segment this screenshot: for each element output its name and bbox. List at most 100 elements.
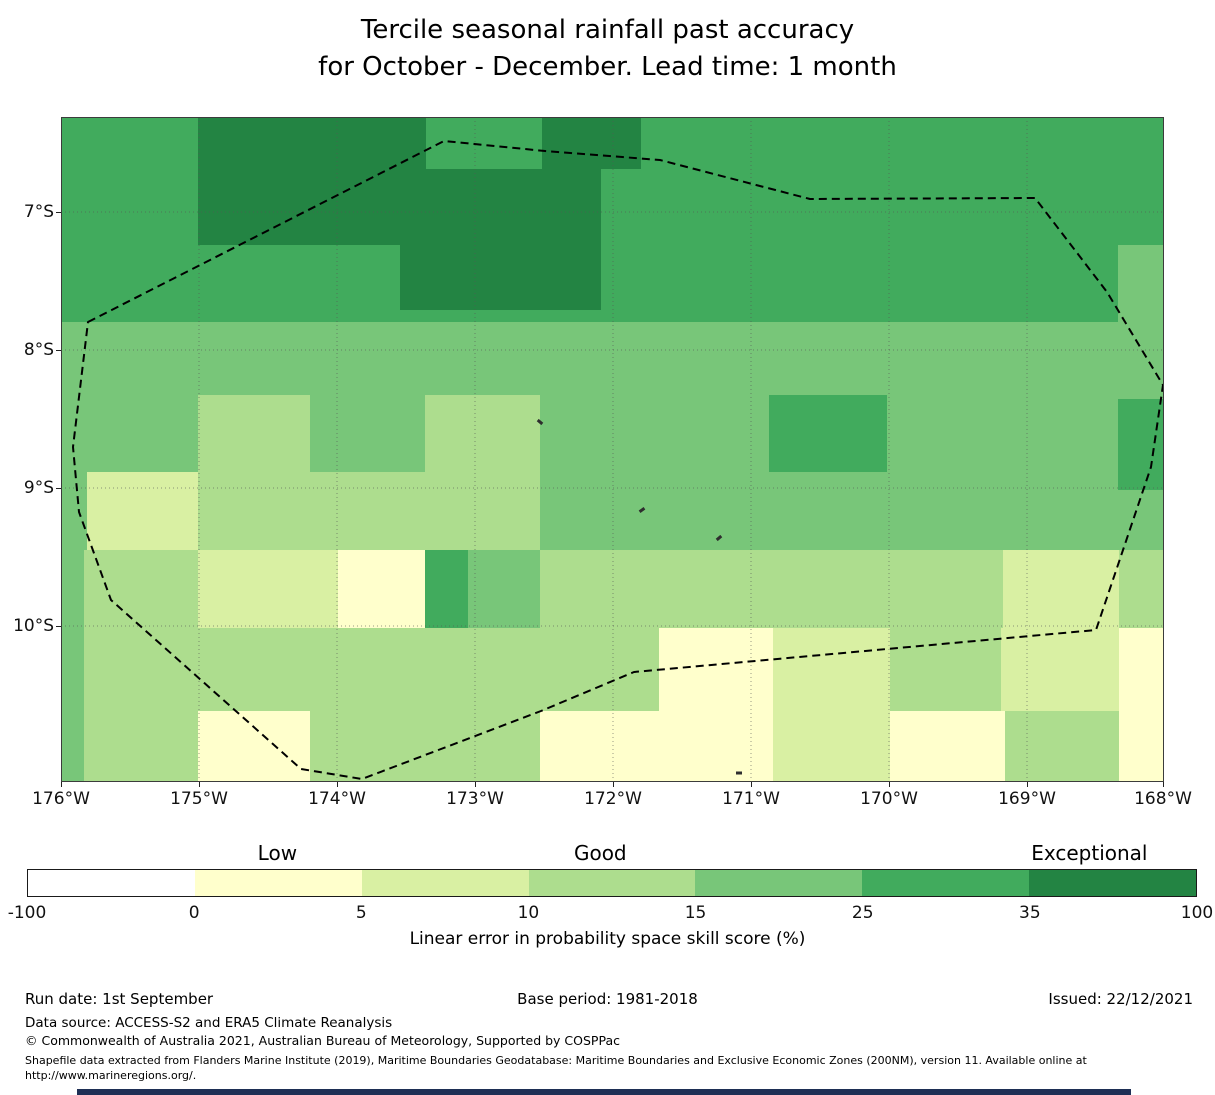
heatmap-cell [198,472,540,550]
heatmap-cell [887,395,1164,472]
colorbar-category-label: Good [573,841,627,865]
heatmap-cell [400,169,601,310]
y-tick-label: 9°S [23,478,54,498]
heatmap-cell [773,711,890,782]
colorbar-category-label: Exceptional [1031,841,1148,865]
heatmap-cell [540,395,769,472]
heatmap-cell [84,550,198,628]
x-tick-label: 174°W [308,789,366,809]
heatmap-cell [1001,628,1119,711]
x-tick-label: 173°W [446,789,504,809]
heatmap-cell [198,395,310,472]
x-tick-label: 172°W [584,789,642,809]
run-date-text: Run date: 1st September [25,990,214,1008]
x-tick-mark [337,782,338,787]
heatmap-canvas [61,117,1164,782]
colorbar-tick-label: 5 [355,903,367,923]
heatmap-cell [769,395,887,472]
x-tick-mark [1163,782,1164,787]
island-mark-2 [638,507,646,513]
colorbar-tick-label: 15 [684,903,707,923]
y-tick-mark [56,488,61,489]
heatmap-cell [84,628,659,711]
heatmap-cell [1119,711,1164,782]
colorbar-segment [28,870,195,896]
colorbar-tick-label: 35 [1019,903,1041,923]
colorbar-tick-label: -100 [7,903,47,923]
x-tick-label: 176°W [32,789,90,809]
y-tick-mark [56,212,61,213]
heatmap-cell [425,550,468,628]
eez-boundary-line [72,140,1164,780]
heatmap-cell [1003,550,1119,628]
colorbar-segment [528,870,696,896]
heatmap-cell [87,472,198,550]
colorbar [27,869,1197,897]
x-tick-mark [751,782,752,787]
heatmap-cell [61,322,1164,395]
island-mark-4 [736,771,742,775]
data-source-text: Data source: ACCESS-S2 and ERA5 Climate … [25,1015,393,1031]
x-tick-mark [61,782,62,787]
heatmap-cell [890,628,1001,711]
colorbar-tick-label: 0 [188,903,200,923]
copyright-text: © Commonwealth of Australia 2021, Austra… [25,1033,620,1048]
heatmap-cell [540,550,1003,628]
heatmap-cell [1119,628,1164,711]
colorbar-title: Linear error in probability space skill … [409,929,806,949]
x-tick-mark [889,782,890,787]
y-tick-label: 10°S [13,616,54,636]
x-tick-label: 169°W [998,789,1056,809]
heatmap-cell [1119,550,1164,628]
x-tick-mark [475,782,476,787]
colorbar-segment [194,870,362,896]
chart-title: Tercile seasonal rainfall past accuracy … [0,12,1215,86]
heatmap-cell [198,711,310,782]
heatmap-cell [540,472,1164,550]
heatmap-cell [61,472,87,550]
x-tick-label: 171°W [722,789,780,809]
y-tick-mark [56,626,61,627]
heatmap-cell [310,711,540,782]
colorbar-segment [695,870,863,896]
heatmap-cell [773,628,890,711]
island-mark-1 [536,418,544,426]
island-mark-3 [715,534,723,542]
heatmap-cell [338,550,425,628]
heatmap-cell [1005,711,1119,782]
x-tick-mark [1027,782,1028,787]
chart-title-line2: for October - December. Lead time: 1 mon… [318,52,897,82]
heatmap-cell [198,550,338,628]
colorbar-category-label: Low [257,841,298,865]
heatmap-cell [1118,399,1164,490]
x-tick-label: 170°W [860,789,918,809]
heatmap-cell [890,711,1005,782]
base-period-text: Base period: 1981-2018 [517,990,698,1008]
heatmap-cell [198,117,426,245]
y-tick-label: 7°S [23,202,54,222]
heatmap-cell [84,711,198,782]
chart-title-line1: Tercile seasonal rainfall past accuracy [360,15,855,45]
issued-date-text: Issued: 22/12/2021 [1048,990,1193,1008]
brand-bar [77,1089,1131,1095]
colorbar-segment [1029,870,1197,896]
colorbar-segment [361,870,529,896]
map-border [61,117,1164,782]
x-tick-mark [613,782,614,787]
heatmap-cell [425,395,540,472]
shapefile-note-text: Shapefile data extracted from Flanders M… [25,1054,1087,1082]
heatmap-cell [61,628,84,782]
colorbar-tick-label: 10 [517,903,540,923]
y-tick-label: 8°S [23,340,54,360]
heatmap-cell [61,395,198,472]
heatmap-cell [468,550,540,628]
heatmap-cell [540,711,773,782]
y-tick-mark [56,350,61,351]
heatmap-cell [542,117,641,169]
skill-map [61,117,1164,782]
colorbar-tick-label: 25 [851,903,874,923]
x-tick-label: 168°W [1134,789,1192,809]
heatmap-cell [61,550,84,628]
x-tick-mark [199,782,200,787]
